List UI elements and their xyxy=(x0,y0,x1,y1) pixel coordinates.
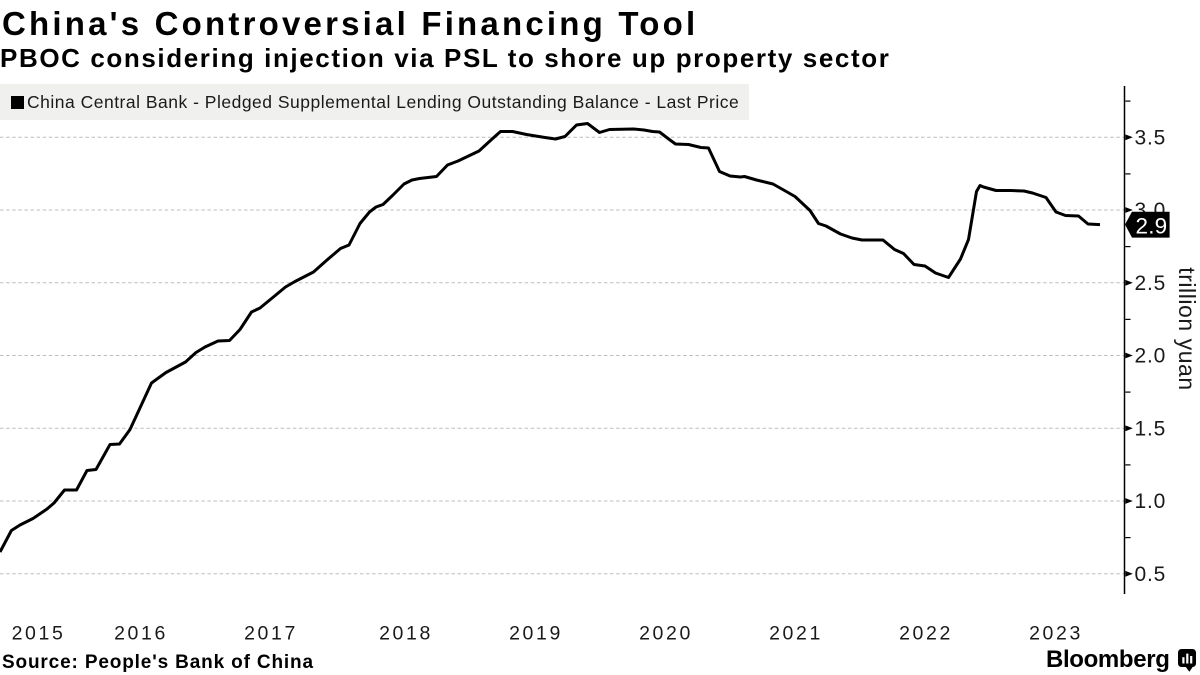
svg-text:trillion yuan: trillion yuan xyxy=(1174,267,1200,391)
svg-text:1.5: 1.5 xyxy=(1135,417,1167,440)
svg-text:2018: 2018 xyxy=(379,623,433,645)
svg-text:1.0: 1.0 xyxy=(1135,490,1167,513)
svg-text:2015: 2015 xyxy=(12,623,66,645)
svg-text:3.5: 3.5 xyxy=(1135,126,1167,149)
svg-text:2019: 2019 xyxy=(509,623,563,645)
svg-text:2021: 2021 xyxy=(769,623,823,645)
svg-text:2.9: 2.9 xyxy=(1136,214,1168,239)
svg-text:2020: 2020 xyxy=(639,623,693,645)
svg-text:2017: 2017 xyxy=(244,623,298,645)
svg-text:2023: 2023 xyxy=(1029,623,1083,645)
svg-text:0.5: 0.5 xyxy=(1135,563,1167,586)
svg-text:2016: 2016 xyxy=(114,623,168,645)
svg-text:2.5: 2.5 xyxy=(1135,272,1167,295)
svg-text:2.0: 2.0 xyxy=(1135,345,1167,368)
svg-text:2022: 2022 xyxy=(899,623,953,645)
